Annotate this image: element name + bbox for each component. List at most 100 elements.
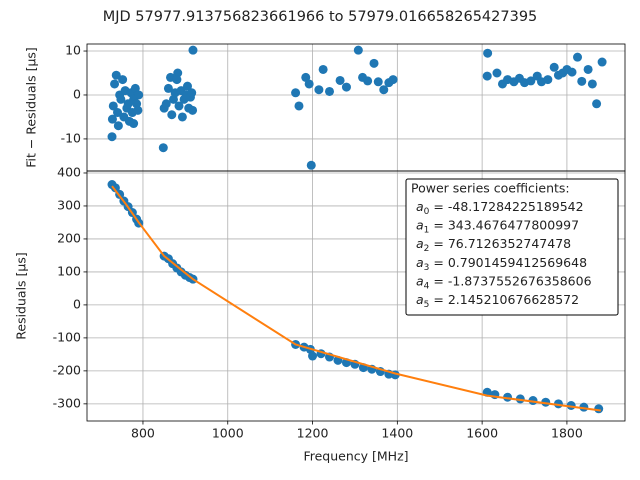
- coef-index: 4: [424, 281, 430, 291]
- data-point: [173, 68, 183, 78]
- data-point: [379, 85, 389, 95]
- coef-index: 5: [424, 300, 430, 310]
- data-point: [116, 94, 126, 104]
- legend-box: [405, 178, 619, 316]
- x-tick-label: 1600: [466, 426, 498, 441]
- data-point: [304, 79, 314, 89]
- data-point: [573, 52, 583, 62]
- y-tick-label: -10: [61, 130, 81, 145]
- legend-entry: a4 = -1.8737552676358606: [416, 273, 592, 291]
- data-point: [111, 70, 121, 80]
- coef-value: = 2.145210676628572: [433, 292, 579, 307]
- y-tick-label: 0: [73, 296, 81, 311]
- data-point: [373, 77, 383, 87]
- coef-symbol: a: [416, 254, 424, 269]
- x-tick-label: 1200: [297, 426, 329, 441]
- data-point: [353, 45, 363, 55]
- coef-symbol: a: [416, 236, 424, 251]
- y-tick-label: 300: [57, 197, 81, 212]
- y-tick-label: 0: [73, 86, 81, 101]
- coef-value: = 76.7126352747478: [433, 236, 571, 251]
- data-point: [110, 183, 120, 193]
- coef-index: 1: [424, 225, 430, 235]
- data-point: [577, 76, 587, 86]
- x-axis-label: Frequency [MHz]: [303, 449, 408, 464]
- data-point: [187, 88, 197, 98]
- data-point: [107, 132, 117, 142]
- data-point: [291, 88, 301, 98]
- data-point: [107, 114, 117, 124]
- data-point: [369, 58, 379, 68]
- data-point: [188, 45, 198, 55]
- data-point: [174, 101, 184, 111]
- fit-line: [111, 185, 601, 412]
- data-point: [318, 64, 328, 74]
- coef-symbol: a: [416, 273, 424, 288]
- x-tick-label: 1400: [381, 426, 413, 441]
- data-point: [314, 85, 324, 95]
- legend-entry: a1 = 343.4676477800997: [416, 217, 579, 235]
- coef-symbol: a: [416, 199, 424, 214]
- data-point: [587, 79, 597, 89]
- coef-symbol: a: [416, 292, 424, 307]
- legend-title: Power series coefficients:: [411, 181, 570, 196]
- data-point: [363, 76, 373, 86]
- data-point: [133, 105, 143, 115]
- data-point: [113, 108, 123, 118]
- y-tick-label: -100: [53, 329, 81, 344]
- data-point: [158, 143, 168, 153]
- data-point: [325, 86, 335, 96]
- coef-index: 2: [424, 244, 430, 254]
- data-point: [110, 79, 120, 89]
- coef-value: = 0.7901459412569648: [433, 254, 587, 269]
- data-point: [492, 68, 502, 78]
- data-point: [108, 101, 118, 111]
- data-point: [163, 83, 173, 93]
- coef-value: = 343.4676477800997: [433, 217, 579, 232]
- axes-frame: [86, 170, 626, 422]
- data-point: [335, 75, 345, 85]
- y-tick-label: 100: [57, 263, 81, 278]
- data-point: [592, 99, 602, 109]
- coef-index: 0: [424, 207, 430, 217]
- data-point: [172, 75, 182, 85]
- legend-entry: a0 = -48.17284225189542: [416, 199, 584, 217]
- legend-entry: a3 = 0.7901459412569648: [416, 254, 587, 272]
- coef-value: = -1.8737552676358606: [433, 273, 591, 288]
- data-point: [526, 76, 536, 86]
- data-point: [118, 75, 128, 85]
- y-axis-label: Residuals [μs]: [14, 252, 29, 340]
- y-tick-label: 10: [65, 43, 81, 58]
- data-point: [482, 71, 492, 81]
- data-point: [113, 121, 123, 131]
- data-point: [134, 90, 144, 100]
- coef-symbol: a: [416, 217, 424, 232]
- coef-index: 3: [424, 262, 430, 272]
- legend-entry: a5 = 2.145210676628572: [416, 292, 579, 310]
- data-point: [583, 64, 593, 74]
- data-point: [543, 75, 553, 85]
- coef-value: = -48.17284225189542: [433, 199, 583, 214]
- data-point: [182, 81, 192, 91]
- data-point: [161, 99, 171, 109]
- legend-entry: a2 = 76.7126352747478: [416, 236, 571, 254]
- data-point: [167, 110, 177, 120]
- data-point: [294, 101, 304, 111]
- x-tick-label: 1800: [551, 426, 583, 441]
- data-point: [341, 82, 351, 92]
- data-point: [177, 112, 187, 122]
- data-point: [308, 351, 318, 361]
- data-point: [597, 57, 607, 67]
- y-axis-label: Fit − Residuals [μs]: [24, 47, 39, 168]
- data-point: [306, 160, 316, 170]
- data-point: [567, 67, 577, 77]
- data-point: [188, 105, 198, 115]
- y-tick-label: -300: [53, 395, 81, 410]
- figure-title: MJD 57977.913756823661966 to 57979.01665…: [103, 9, 538, 25]
- y-tick-label: 200: [57, 230, 81, 245]
- y-tick-label: -200: [53, 362, 81, 377]
- y-tick-label: 400: [57, 164, 81, 179]
- x-tick-label: 800: [131, 426, 155, 441]
